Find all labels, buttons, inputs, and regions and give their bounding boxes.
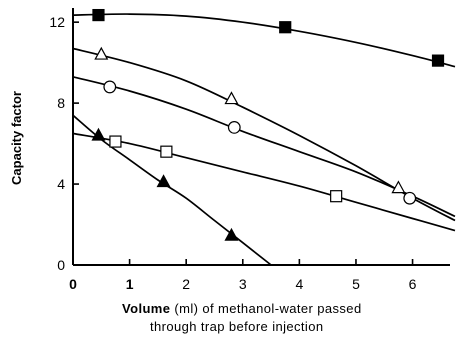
- x-tick-label: 1: [126, 276, 134, 292]
- data-point-open-square: [109, 135, 122, 148]
- y-axis-label: Capacity factor: [9, 91, 24, 185]
- x-tick-label: 5: [352, 276, 360, 292]
- y-tick-label: 4: [57, 176, 65, 192]
- data-point-open-square: [160, 145, 173, 158]
- y-tick-label: 12: [49, 14, 65, 30]
- data-point-filled-square: [92, 8, 105, 22]
- data-point-filled-triangle: [156, 174, 171, 188]
- data-point-open-circle: [103, 80, 117, 94]
- x-axis-label-line2: through trap before injection: [150, 319, 323, 334]
- data-point-open-circle: [227, 120, 241, 134]
- series-line-filled-triangle: [72, 114, 272, 266]
- data-point-open-triangle: [391, 180, 406, 194]
- series-line-open-circle: [72, 75, 456, 218]
- data-point-filled-triangle: [224, 227, 239, 241]
- y-tick-label: 8: [57, 95, 65, 111]
- data-point-filled-triangle: [91, 127, 106, 141]
- data-point-open-triangle: [224, 91, 239, 105]
- markers: [91, 8, 445, 241]
- x-tick-label: 6: [409, 276, 417, 292]
- y-tick-label: 0: [57, 257, 65, 273]
- data-point-open-circle: [403, 191, 417, 205]
- series-line-open-square: [72, 132, 456, 232]
- x-tick-label: 0: [69, 276, 77, 292]
- x-tick-label: 3: [239, 276, 247, 292]
- series-line-open-triangle: [72, 47, 456, 222]
- axes: [72, 8, 450, 266]
- x-tick-label: 4: [295, 276, 303, 292]
- x-axis-label-line1: Volume (ml) of methanol-water passed: [122, 301, 362, 316]
- curves: [72, 13, 456, 266]
- series-line-filled-square: [72, 13, 456, 68]
- x-axis-label-rest: (ml) of methanol-water passed: [170, 301, 361, 316]
- data-point-filled-square: [279, 21, 292, 34]
- data-point-filled-square: [431, 54, 445, 67]
- data-point-open-square: [330, 190, 343, 203]
- x-axis-label-bold: Volume: [122, 301, 170, 316]
- x-tick-label: 2: [182, 276, 190, 292]
- data-point-open-triangle: [94, 46, 109, 60]
